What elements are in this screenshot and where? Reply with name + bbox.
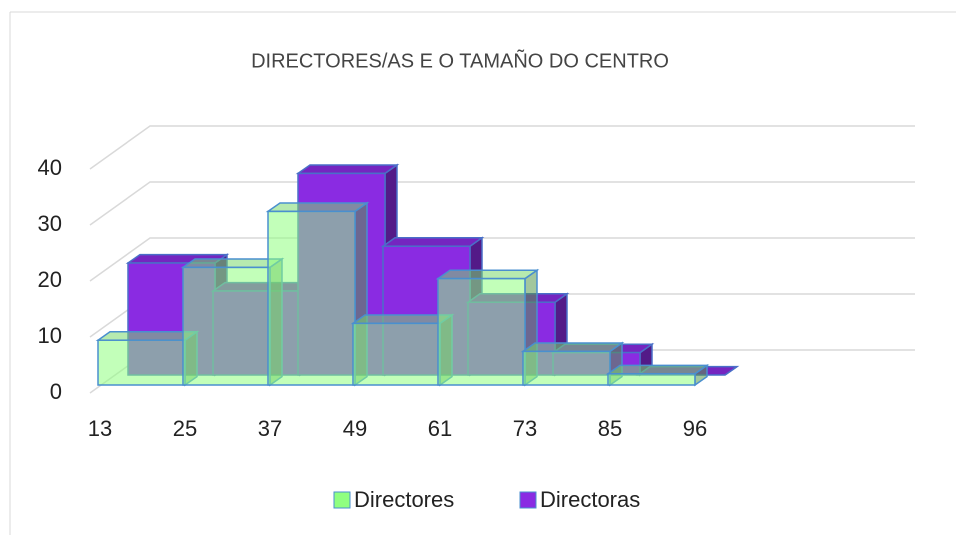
bar-top: [265, 202, 370, 213]
bar: [180, 257, 285, 387]
bar-top: [295, 164, 400, 175]
legend-swatch: [519, 491, 537, 509]
y-tick-label: 0: [50, 379, 62, 404]
bar: [605, 363, 710, 387]
y-tick-label: 40: [38, 155, 62, 180]
bar: [265, 201, 370, 387]
bar-front: [97, 339, 186, 386]
grid-line: [89, 181, 915, 226]
bar-top: [350, 314, 455, 325]
x-tick-label: 49: [343, 416, 367, 441]
y-tick-label: 10: [38, 323, 62, 348]
x-tick-label: 85: [598, 416, 622, 441]
bar-front: [437, 277, 526, 386]
grid-line: [89, 237, 915, 282]
bar-top: [605, 364, 710, 375]
bar-front: [352, 322, 441, 386]
legend-label: Directoras: [540, 487, 640, 512]
x-tick-label: 61: [428, 416, 452, 441]
grid-line: [89, 125, 915, 170]
legend-label: Directores: [354, 487, 454, 512]
bar-front: [267, 210, 356, 386]
bar-front: [522, 350, 611, 386]
y-tick-label: 30: [38, 211, 62, 236]
bar-top: [380, 237, 485, 247]
x-tick-label: 25: [173, 416, 197, 441]
chart-title: DIRECTORES/AS E O TAMAÑO DO CENTRO: [251, 48, 669, 72]
bar-top: [435, 269, 540, 280]
x-tick-label: 37: [258, 416, 282, 441]
bar: [435, 268, 540, 387]
bar-top: [520, 342, 625, 353]
bar: [520, 341, 625, 387]
bar-front: [182, 266, 271, 386]
bar-top: [95, 331, 200, 341]
y-tick-label: 20: [38, 267, 62, 292]
bar-top: [180, 258, 285, 269]
legend-swatch: [333, 491, 351, 509]
bar: [350, 313, 455, 387]
bar-front: [607, 373, 696, 386]
bar: [95, 330, 200, 387]
x-tick-label: 13: [88, 416, 112, 441]
x-tick-label: 73: [513, 416, 537, 441]
x-tick-label: 96: [683, 416, 707, 441]
